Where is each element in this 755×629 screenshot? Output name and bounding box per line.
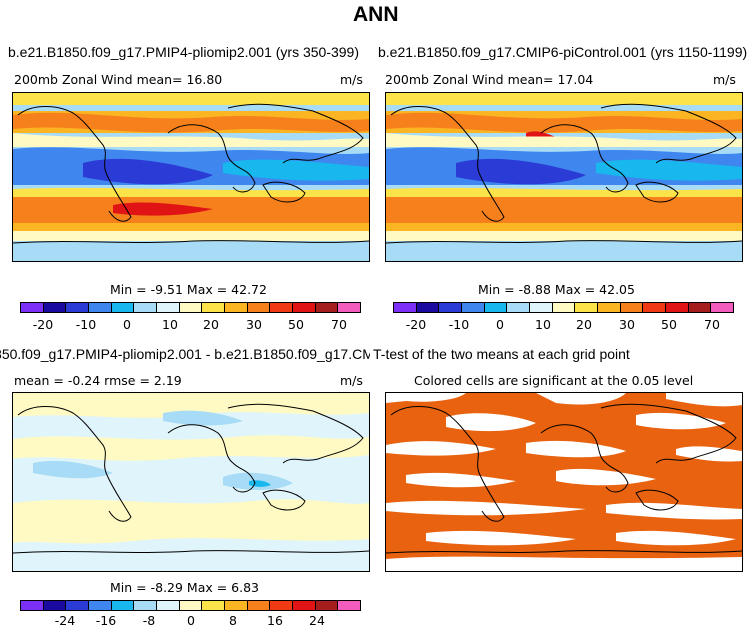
panel2-cbar-tick: -20 [405, 317, 427, 332]
panel1-cbar-tick: 70 [331, 317, 347, 332]
panel1-case-title: b.e21.B1850.f09_g17.PMIP4-pliomip2.001 (… [8, 44, 359, 60]
panel2-cbar-tick: 0 [496, 317, 504, 332]
panel1-cbar-tick: 0 [123, 317, 131, 332]
panel1-cbar-tick: -10 [75, 317, 97, 332]
panel4-subtitle: Colored cells are significant at the 0.0… [414, 373, 694, 388]
panel3-colorbar [20, 600, 361, 611]
panel2-minmax: Min = -8.88 Max = 42.05 [478, 282, 635, 297]
panel2-units: m/s [713, 72, 736, 87]
panel2-field-label: 200mb Zonal Wind mean= 17.04 [385, 72, 594, 87]
panel1-map [12, 92, 370, 262]
panel1-colorbar [20, 302, 361, 313]
panel3-cbar-tick: 16 [267, 613, 283, 628]
panel1-cbar-tick: -20 [32, 317, 54, 332]
panel3-case-title: b.e21.B1850.f09_g17.PMIP4-pliomip2.001 -… [0, 346, 370, 362]
panel4-map [385, 392, 743, 572]
panel4-title: T-test of the two means at each grid poi… [373, 346, 630, 362]
panel1-cbar-tick: 10 [162, 317, 178, 332]
panel2-map [385, 92, 743, 262]
panel3-cbar-tick: 0 [187, 613, 195, 628]
panel1-units: m/s [340, 72, 363, 87]
panel2-cbar-tick: 50 [661, 317, 677, 332]
panel3-stats-label: mean = -0.24 rmse = 2.19 [14, 373, 182, 388]
panel2-cbar-tick: -10 [448, 317, 470, 332]
panel3-cbar-tick: 24 [309, 613, 325, 628]
panel3-cbar-tick: -8 [142, 613, 156, 628]
panel2-cbar-tick: 10 [535, 317, 551, 332]
panel3-cbar-tick: -24 [54, 613, 76, 628]
panel2-case-title: b.e21.B1850.f09_g17.CMIP6-piControl.001 … [378, 44, 748, 60]
panel3-minmax: Min = -8.29 Max = 6.83 [110, 580, 260, 595]
panel2-cbar-tick: 70 [704, 317, 720, 332]
panel3-case-title-text: b.e21.B1850.f09_g17.PMIP4-pliomip2.001 -… [0, 346, 370, 362]
panel1-minmax: Min = -9.51 Max = 42.72 [110, 282, 267, 297]
panel3-cbar-tick: 8 [229, 613, 237, 628]
panel3-map [12, 392, 370, 572]
panel1-cbar-tick: 30 [246, 317, 262, 332]
panel3-units: m/s [340, 373, 363, 388]
figure-title: ANN [353, 3, 399, 26]
panel2-cbar-tick: 20 [576, 317, 592, 332]
panel1-field-label: 200mb Zonal Wind mean= 16.80 [14, 72, 223, 87]
panel1-cbar-tick: 50 [288, 317, 304, 332]
panel1-cbar-tick: 20 [203, 317, 219, 332]
panel3-cbar-tick: -16 [95, 613, 117, 628]
panel2-cbar-tick: 30 [619, 317, 635, 332]
panel2-colorbar [393, 302, 734, 313]
